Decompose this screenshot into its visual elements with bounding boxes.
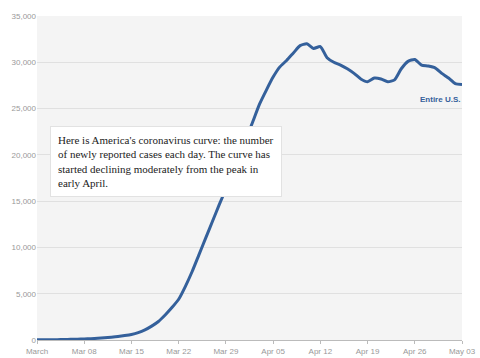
svg-text:30,000: 30,000 (12, 58, 37, 67)
svg-text:25,000: 25,000 (12, 104, 37, 113)
svg-text:Mar 15: Mar 15 (119, 347, 144, 356)
svg-text:May 03: May 03 (449, 347, 476, 356)
svg-text:Mar 29: Mar 29 (213, 347, 238, 356)
svg-text:0: 0 (32, 336, 37, 345)
svg-text:Entire U.S.: Entire U.S. (420, 95, 460, 104)
svg-text:March: March (26, 347, 48, 356)
svg-text:Apr 19: Apr 19 (356, 347, 380, 356)
svg-text:Mar 08: Mar 08 (72, 347, 97, 356)
svg-text:Mar 22: Mar 22 (166, 347, 191, 356)
svg-text:5,000: 5,000 (16, 290, 37, 299)
svg-text:Apr 12: Apr 12 (309, 347, 333, 356)
svg-text:15,000: 15,000 (12, 197, 37, 206)
svg-text:20,000: 20,000 (12, 151, 37, 160)
svg-text:Here is America's coronavirus: Here is America's coronavirus curve: the… (58, 134, 274, 189)
svg-text:Apr 05: Apr 05 (261, 347, 285, 356)
svg-text:35,000: 35,000 (12, 12, 37, 21)
svg-text:10,000: 10,000 (12, 243, 37, 252)
svg-text:Apr 26: Apr 26 (403, 347, 427, 356)
